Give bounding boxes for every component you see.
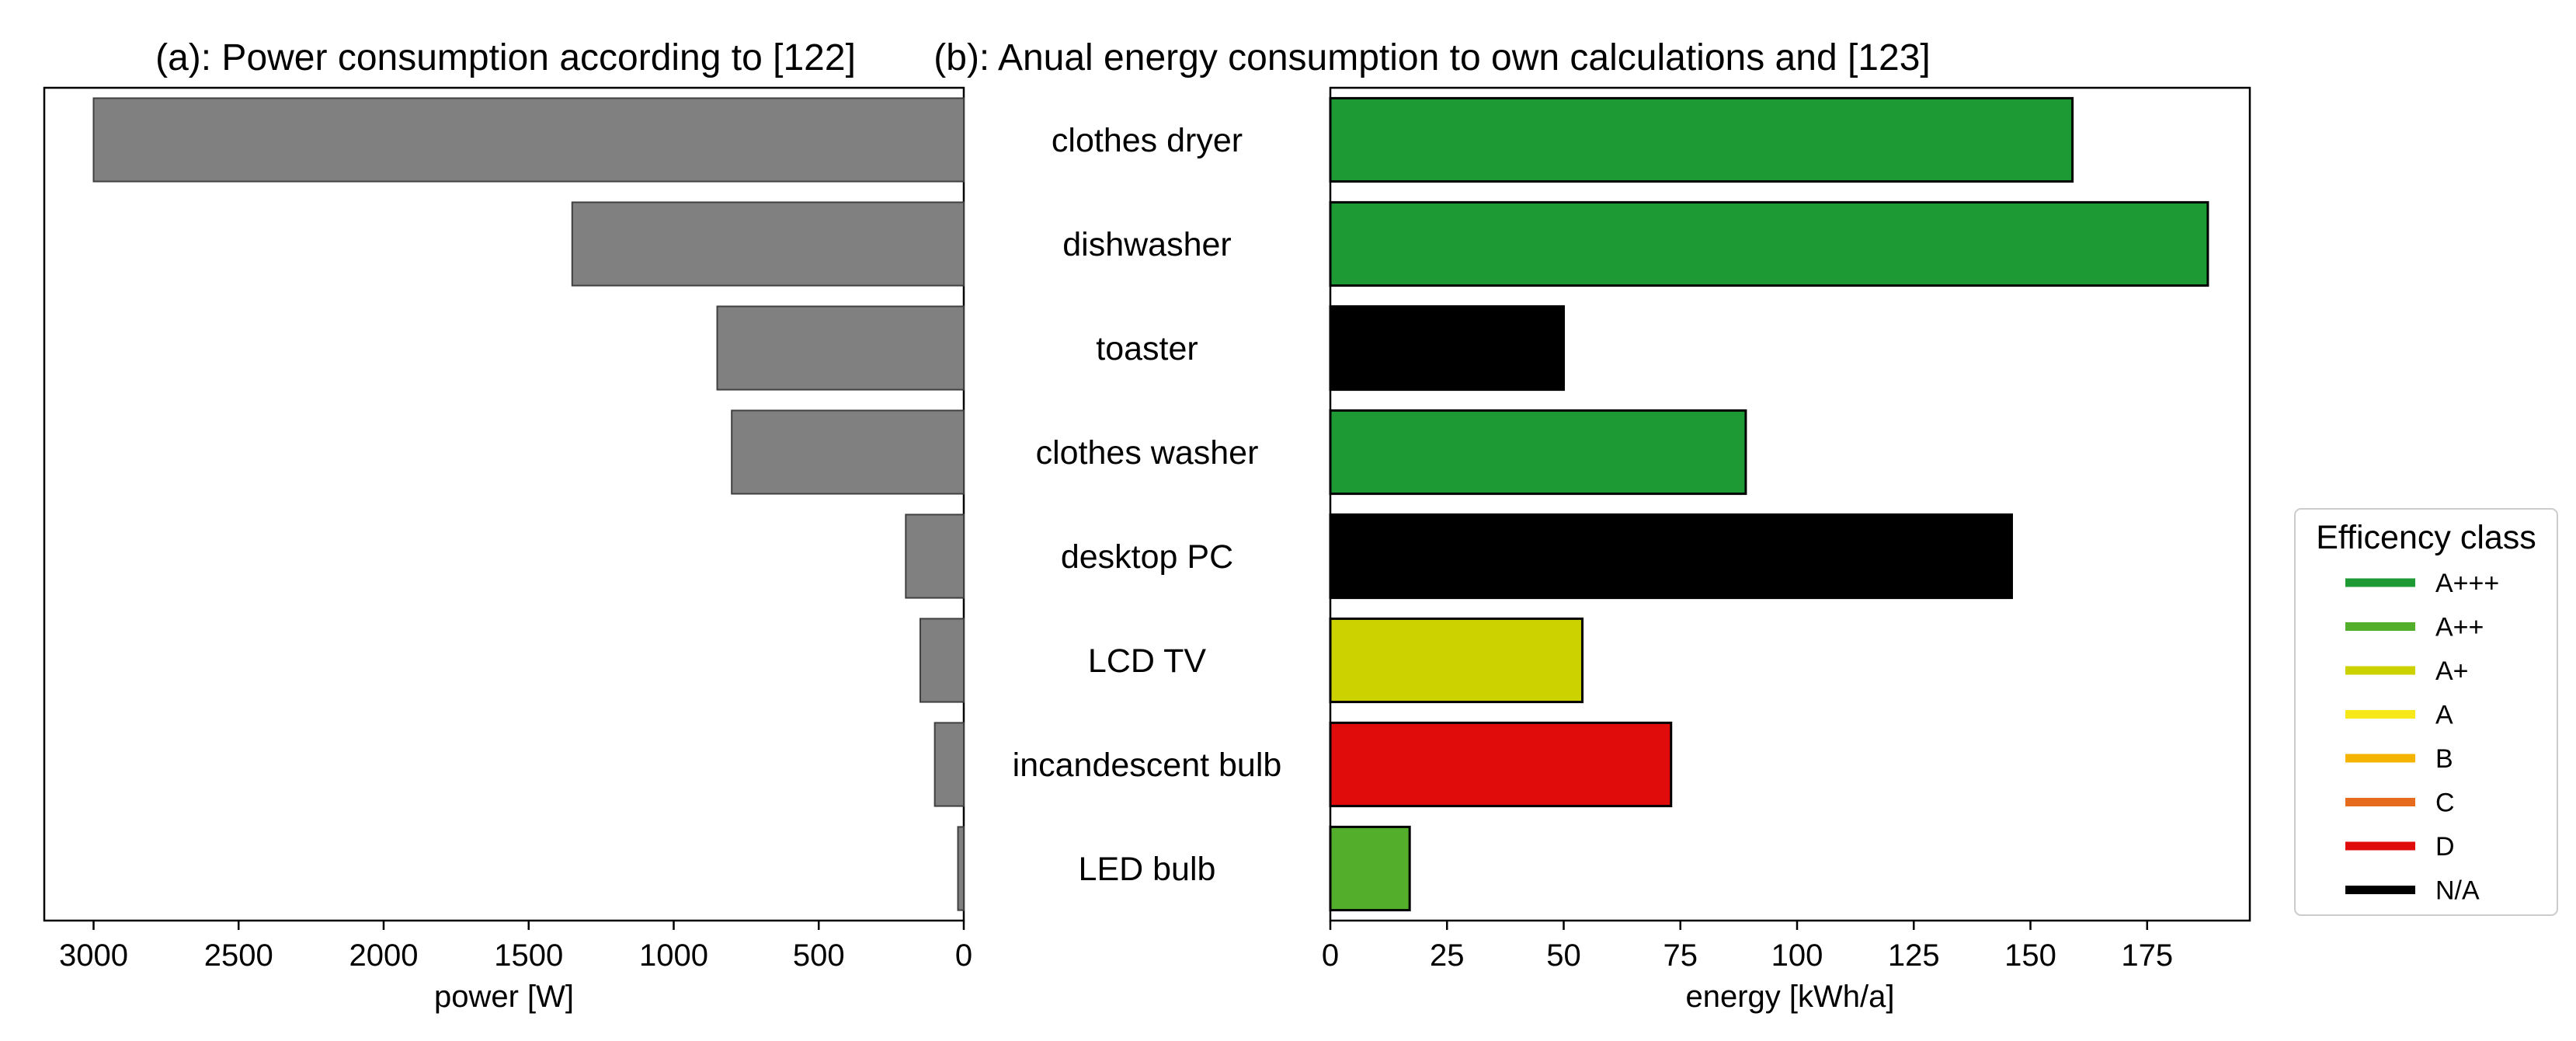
- legend-title: Efficency class: [2316, 519, 2536, 556]
- chart-a-bar-led-bulb: [957, 826, 965, 911]
- chart-a-bar-clothes-dryer: [92, 97, 965, 183]
- chart-b-tick-label: 175: [2121, 938, 2173, 973]
- chart-b-tick-label: 125: [1888, 938, 1940, 973]
- category-label-led-bulb: LED bulb: [1079, 851, 1216, 888]
- chart-a-tick-label: 2000: [349, 938, 419, 973]
- chart-b-x-axis-label: energy [kWh/a]: [1685, 980, 1894, 1014]
- category-label-clothes-dryer: clothes dryer: [1052, 122, 1243, 159]
- chart-a-title: (a): Power consumption according to [122…: [155, 37, 856, 78]
- category-labels: clothes dryer dishwasher toaster clothes wa…: [1013, 122, 1282, 888]
- chart-a-tick-label: 2500: [204, 938, 273, 973]
- chart-b-x-ticks: 0 25 50 75 100 125 150 175: [1322, 921, 2173, 973]
- chart-b-bar-toaster: [1329, 305, 1566, 392]
- legend-label: D: [2435, 832, 2455, 862]
- chart-a-tick-label: 1500: [494, 938, 563, 973]
- chart-b-tick-label: 100: [1771, 938, 1823, 973]
- chart-b-tick-label: 0: [1322, 938, 1339, 973]
- chart-a-tick-label: 3000: [59, 938, 128, 973]
- chart-a-tick-label: 0: [955, 938, 972, 973]
- chart-b-bar-lcd-tv: [1329, 617, 1584, 704]
- chart-b-tick-label: 75: [1663, 938, 1698, 973]
- chart-a-bars: [92, 97, 965, 911]
- chart-b-bar-dishwasher: [1329, 200, 2209, 287]
- chart-b-bar-clothes-washer: [1329, 409, 1747, 496]
- legend-label: A: [2435, 701, 2453, 730]
- chart-a-tick-label: 500: [793, 938, 845, 973]
- chart-a-bar-toaster: [716, 305, 965, 391]
- chart-a-x-ticks: 3000 2500 2000 1500 1000 500 0: [59, 921, 972, 973]
- category-label-toaster: toaster: [1096, 330, 1198, 367]
- category-label-clothes-washer: clothes washer: [1036, 434, 1259, 472]
- chart-b-bars: [1329, 96, 2209, 912]
- chart-b-bar-led-bulb: [1329, 825, 1411, 912]
- chart-a-plot-area: [43, 86, 965, 922]
- legend-label: A+: [2435, 656, 2469, 686]
- chart-b-title: (b): Anual energy consumption to own cal…: [933, 37, 1930, 78]
- chart-a-bar-dishwasher: [571, 201, 965, 287]
- chart-b-bar-incandescent-bulb: [1329, 721, 1673, 808]
- chart-a-x-axis-label: power [W]: [434, 980, 574, 1014]
- chart-b-bar-desktop-pc: [1329, 513, 2013, 600]
- chart-b-tick-label: 50: [1546, 938, 1581, 973]
- chart-b-tick-label: 150: [2004, 938, 2056, 973]
- chart-a-bar-lcd-tv: [919, 618, 965, 703]
- chart-a-bar-clothes-washer: [731, 409, 965, 495]
- legend-label: A+++: [2435, 569, 2499, 598]
- chart-a-tick-label: 1000: [639, 938, 708, 973]
- chart-b-plot-area: [1329, 86, 2251, 922]
- legend-frame: [2294, 508, 2558, 916]
- chart-a-bar-incandescent-bulb: [933, 722, 965, 807]
- chart-b-bar-clothes-dryer: [1329, 96, 2074, 183]
- legend-label: A++: [2435, 613, 2484, 642]
- category-label-incandescent-bulb: incandescent bulb: [1013, 747, 1282, 784]
- chart-b-tick-label: 25: [1430, 938, 1465, 973]
- legend-label: B: [2435, 744, 2453, 774]
- legend-label: C: [2435, 789, 2455, 818]
- category-label-dishwasher: dishwasher: [1062, 226, 1232, 263]
- chart-a-bar-desktop-pc: [905, 514, 965, 599]
- legend-label: N/A: [2435, 876, 2480, 906]
- category-label-lcd-tv: LCD TV: [1088, 642, 1206, 680]
- category-label-desktop-pc: desktop PC: [1061, 538, 1233, 576]
